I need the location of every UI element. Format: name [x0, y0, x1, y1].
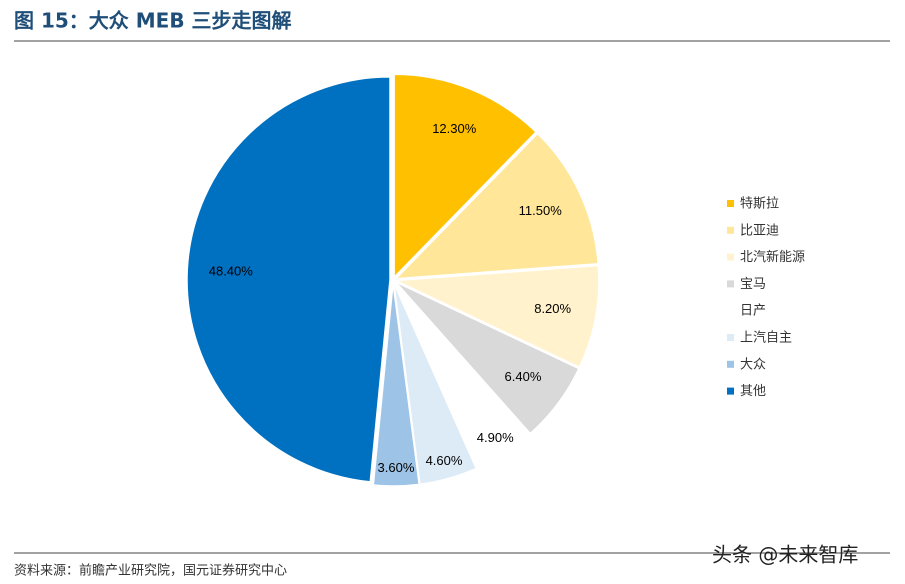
legend-label: 宝马: [740, 277, 766, 292]
value-label: 3.60%: [378, 460, 415, 475]
legend-label: 北汽新能源: [740, 249, 805, 265]
chart-title: 图 15：大众 MEB 三步走图解: [14, 9, 292, 33]
pie-slice: [372, 282, 420, 487]
legend-swatch: [727, 307, 734, 315]
legend-swatch: [727, 360, 734, 368]
legend-label: 上汽自主: [740, 331, 792, 346]
legend-swatch: [727, 253, 734, 261]
legend-label: 特斯拉: [740, 197, 779, 212]
watermark: 头条 @未来智库: [712, 543, 858, 567]
value-label: 12.30%: [432, 121, 477, 136]
legend-label: 比亚迪: [740, 223, 779, 238]
pie-slice: [393, 132, 599, 280]
legend-swatch: [727, 280, 734, 288]
pie-slice: [394, 281, 580, 435]
value-label: 4.60%: [426, 453, 463, 468]
legend-label: 其他: [740, 384, 766, 399]
pie-slice: [393, 73, 538, 280]
pie-slice: [393, 282, 478, 486]
legend-swatch: [727, 387, 734, 395]
source-note: 资料来源：前瞻产业研究院，国元证券研究中心: [14, 563, 287, 579]
value-label: 8.20%: [534, 301, 571, 316]
legend-label: 日产: [740, 304, 766, 319]
value-label: 11.50%: [519, 203, 563, 218]
legend-swatch: [727, 334, 734, 341]
legend-swatch: [727, 200, 734, 207]
legend-swatch: [727, 226, 734, 234]
pie-slice: [186, 76, 391, 483]
value-label: 4.90%: [477, 430, 514, 445]
legend-label: 大众: [740, 357, 766, 372]
pie-slice: [393, 282, 531, 470]
value-label: 48.40%: [209, 264, 254, 279]
pie-slice: [393, 264, 600, 369]
value-label: 6.40%: [505, 369, 542, 384]
